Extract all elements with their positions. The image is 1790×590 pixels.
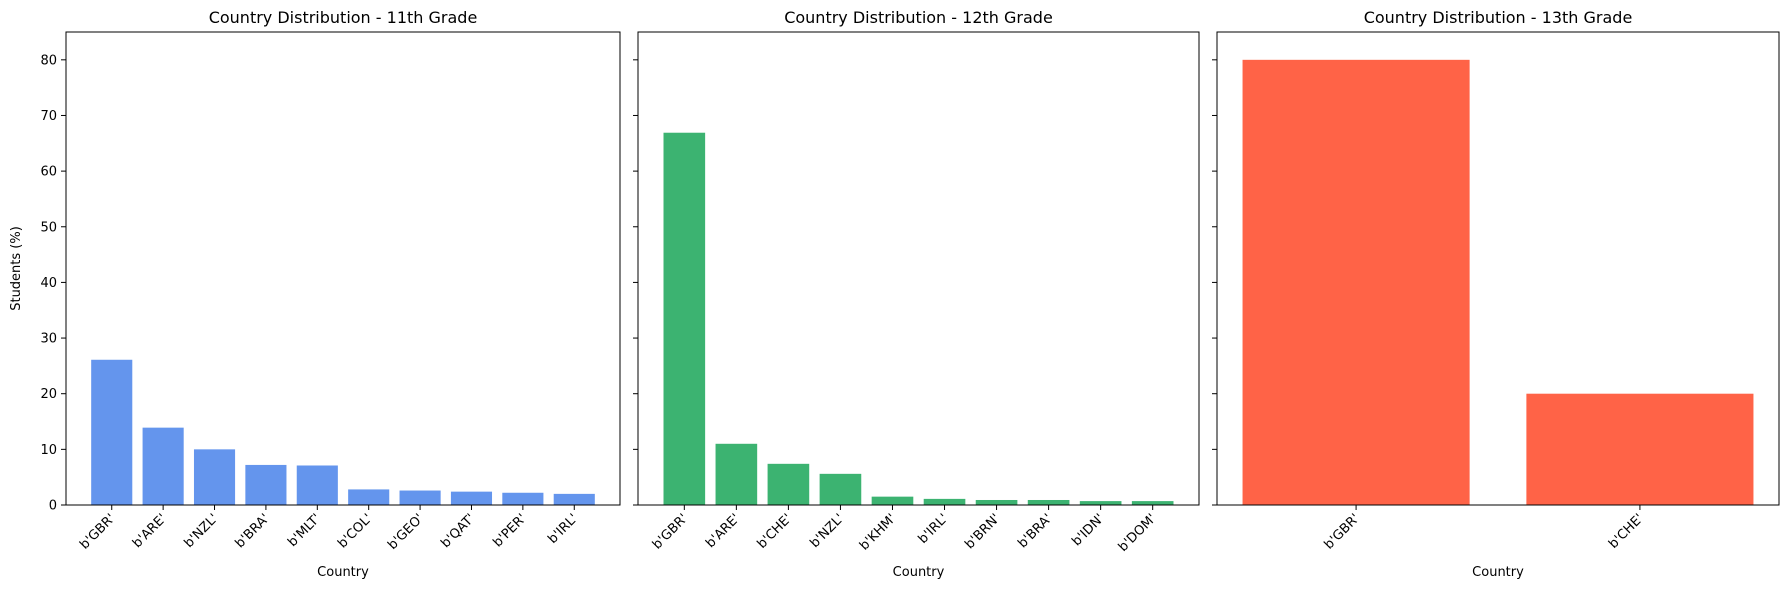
- bar-1-5: [296, 465, 338, 505]
- x-tick-label: b'CHE': [755, 511, 796, 552]
- chart-title: Country Distribution - 13th Grade: [1364, 8, 1633, 27]
- bar-2-5: [871, 496, 914, 505]
- x-tick-label: b'GBR': [1322, 511, 1363, 552]
- bar-1-2: [142, 427, 184, 505]
- x-tick-label: b'GBR': [77, 511, 118, 552]
- x-tick-label: b'DOM': [1116, 511, 1160, 555]
- bar-1-1: [91, 359, 133, 505]
- bar-2-7: [975, 499, 1018, 505]
- x-tick-label: b'MLT': [285, 511, 324, 550]
- x-tick-label: b'PER': [490, 511, 529, 550]
- bar-1-6: [348, 489, 390, 505]
- plot-frame: [65, 31, 621, 506]
- x-tick-label: b'GBR': [650, 511, 691, 552]
- bar-1-8: [450, 491, 493, 505]
- y-tick-label: 0: [49, 499, 57, 514]
- x-tick-label: b'BRA': [1015, 511, 1055, 551]
- bar-1-3: [193, 449, 236, 505]
- bar-2-3: [767, 463, 810, 505]
- x-tick-label: b'COL': [335, 511, 375, 551]
- chart-title: Country Distribution - 11th Grade: [209, 8, 478, 27]
- x-tick-label: b'KHM': [857, 511, 899, 553]
- chart-panel-1: 0 10 20 30 40 50 60 70 80 b'GBR' b'ARE' b'NZL' b'BRA…: [9, 8, 621, 580]
- x-tick-label: b'IDN': [1069, 511, 1107, 549]
- plot-frame: [1216, 31, 1780, 506]
- bar-2-8: [1027, 499, 1070, 505]
- x-tick-label: b'NZL': [807, 511, 847, 551]
- y-axis-label: Students (%): [9, 226, 24, 311]
- y-tick-label: 20: [40, 387, 57, 402]
- bar-1-4: [245, 464, 287, 505]
- bar-1-10: [553, 493, 595, 505]
- y-tick-label: 80: [40, 53, 57, 68]
- x-axis-label: Country: [893, 565, 945, 580]
- y-tick-label: 50: [40, 220, 57, 235]
- bar-3-2: [1526, 393, 1754, 505]
- x-tick-label: b'ARE': [703, 511, 743, 551]
- x-tick-label: b'ARE': [130, 511, 170, 551]
- bar-3-1: [1242, 59, 1470, 506]
- x-tick-label: b'CHE': [1606, 511, 1647, 552]
- bar-2-6: [923, 498, 966, 505]
- chart-title: Country Distribution - 12th Grade: [784, 8, 1053, 27]
- y-tick-label: 60: [40, 165, 57, 180]
- y-tick-label: 40: [40, 276, 57, 291]
- plot-frame: [637, 31, 1200, 506]
- bar-2-4: [819, 473, 862, 505]
- bar-1-9: [502, 492, 544, 505]
- x-axis-label: Country: [317, 565, 369, 580]
- bar-1-7: [399, 490, 441, 505]
- x-tick-label: b'IRL': [916, 511, 952, 547]
- chart-panel-2: b'GBR' b'ARE' b'CHE' b'NZL' b'KHM' b'IRL' b'BR…: [633, 8, 1200, 580]
- y-tick-label: 70: [40, 109, 57, 124]
- bar-2-1: [663, 132, 706, 505]
- chart-panel-3: b'GBR' b'CHE' Country Distribution - 13th …: [1212, 8, 1780, 580]
- bar-2-10: [1131, 501, 1174, 505]
- x-tick-label: b'IRL': [545, 511, 581, 547]
- x-tick-label: b'GEO': [385, 511, 427, 553]
- bar-2-9: [1079, 501, 1122, 505]
- y-tick-label: 30: [40, 332, 57, 347]
- bar-2-2: [715, 443, 758, 505]
- x-tick-label: b'BRA': [233, 511, 273, 551]
- x-axis-label: Country: [1472, 565, 1524, 580]
- x-tick-label: b'NZL': [182, 511, 222, 551]
- x-tick-label: b'BRN': [962, 511, 1003, 552]
- x-tick-label: b'QAT': [438, 511, 478, 551]
- y-tick-label: 10: [40, 443, 57, 458]
